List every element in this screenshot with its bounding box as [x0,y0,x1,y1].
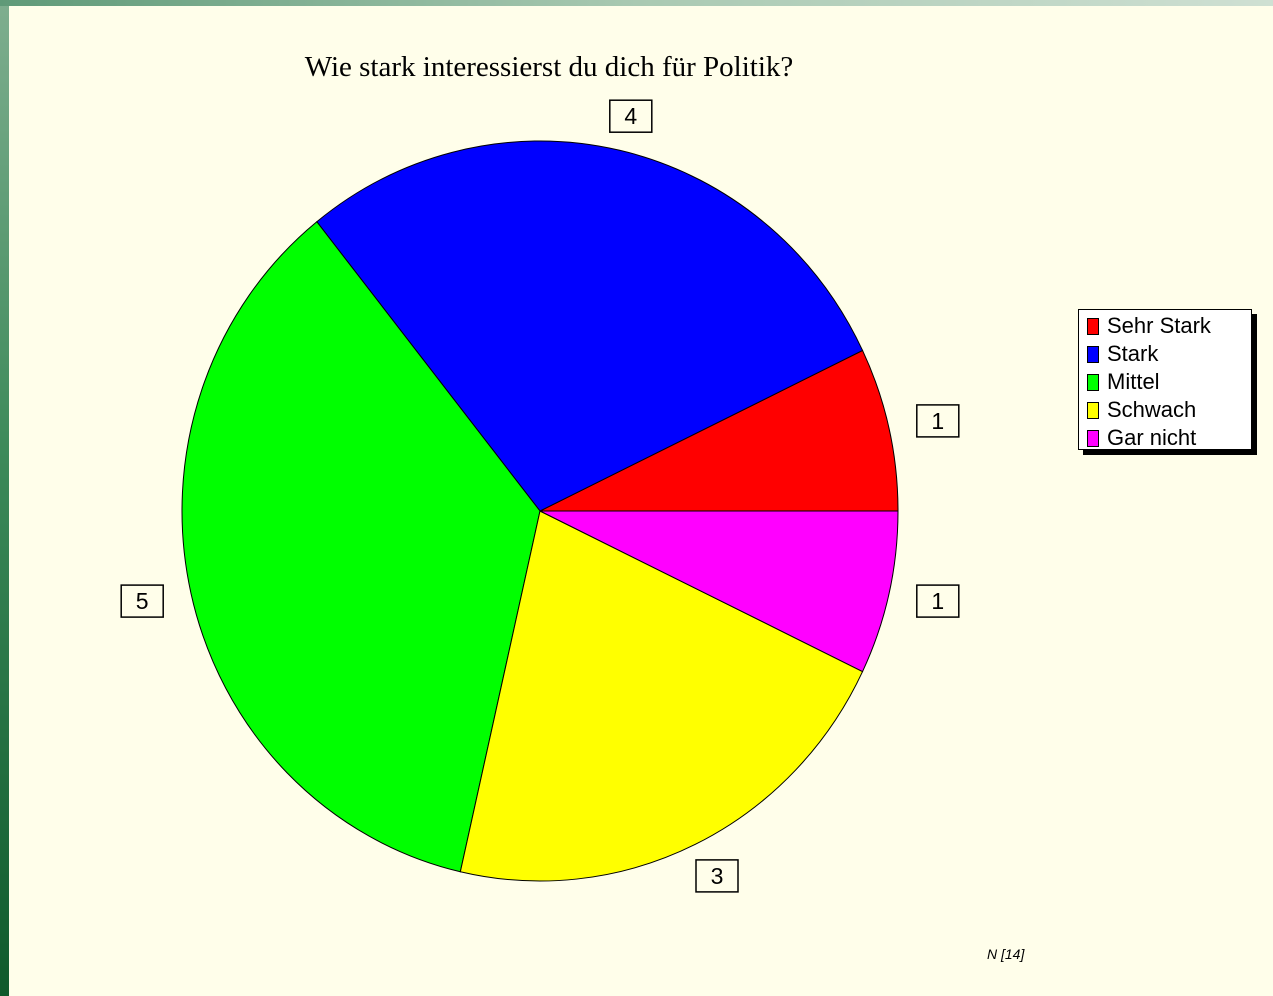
data-label-box [916,404,960,438]
legend-item-sehr-stark: Sehr Stark [1087,312,1251,340]
legend-swatch-gar-nicht [1087,429,1099,447]
pie-slice-schwach [459,510,864,882]
data-label-box [695,859,739,893]
chart-title: Wie stark interessierst du dich für Poli… [304,51,794,83]
legend-swatch-sehr-stark [1087,317,1099,335]
legend-label: Gar nicht [1107,425,1197,450]
data-label-box [120,584,164,618]
data-label-text: 1 [931,588,944,614]
legend-swatch-schwach [1087,401,1099,419]
chart-panel: Wie stark interessierst du dich für Poli… [9,6,1273,996]
pie-slice-gar-nicht [539,510,899,673]
data-label-box [609,99,653,133]
legend-item-stark: Stark [1087,340,1251,368]
legend-item-gar-nicht: Gar nicht [1087,424,1251,452]
data-label-gar-nicht: 1 [916,584,960,618]
legend-swatch-mittel [1087,373,1099,391]
window-top-strip [0,0,1273,6]
data-label-sehr-stark: 1 [916,404,960,438]
pie-chart: 1 4 5 3 1 [120,99,960,893]
data-label-box [916,584,960,618]
legend-label: Sehr Stark [1107,313,1211,338]
data-label-text: 5 [136,588,149,614]
data-label-text: 1 [931,408,944,434]
legend-label: Schwach [1107,397,1197,422]
legend-swatch-stark [1087,345,1099,363]
pie-slice-stark [316,140,864,512]
pie-slice-mittel [181,221,541,873]
data-label-schwach: 3 [695,859,739,893]
sample-size-label: N [14] [987,946,1025,962]
legend-label: Mittel [1107,369,1160,394]
legend-item-mittel: Mittel [1087,368,1251,396]
data-label-mittel: 5 [120,584,164,618]
data-label-stark: 4 [609,99,653,133]
data-label-text: 4 [624,103,637,129]
chart-legend: Sehr Stark Stark Mittel Schwach Gar nich… [1078,309,1252,450]
legend-label: Stark [1107,341,1159,366]
legend-item-schwach: Schwach [1087,396,1251,424]
pie-slice-sehr-stark [539,349,899,512]
data-label-text: 3 [711,863,724,889]
